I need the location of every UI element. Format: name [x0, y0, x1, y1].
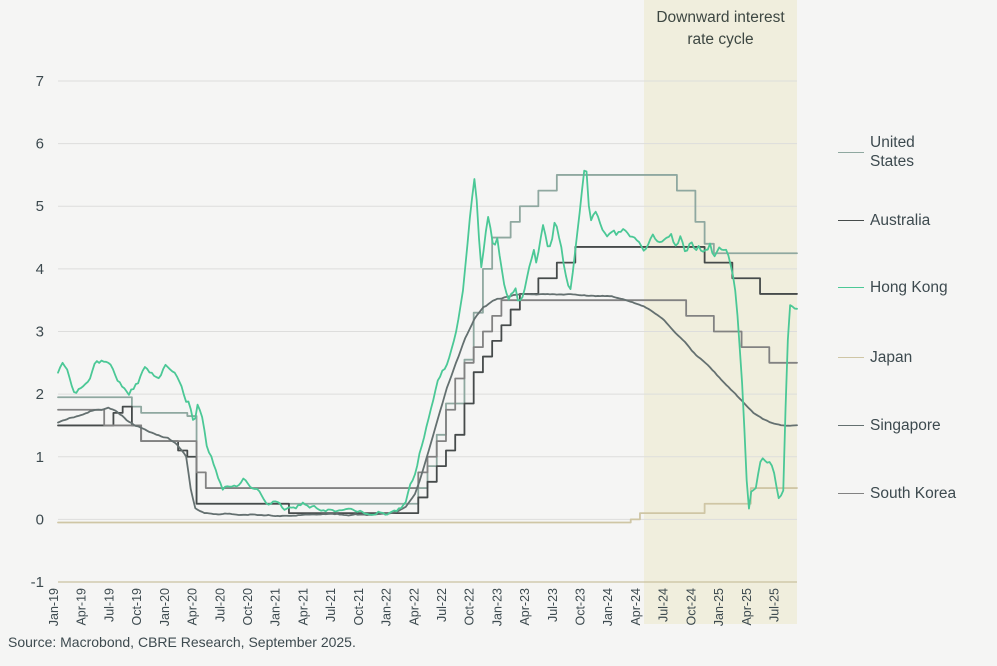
- svg-text:Apr-19: Apr-19: [75, 588, 89, 626]
- svg-text:Oct-19: Oct-19: [130, 588, 144, 626]
- svg-text:Jul-23: Jul-23: [546, 588, 560, 622]
- svg-text:6: 6: [36, 136, 44, 153]
- svg-text:0: 0: [36, 511, 44, 528]
- svg-text:rate cycle: rate cycle: [687, 31, 753, 48]
- svg-text:Jan-24: Jan-24: [601, 588, 615, 626]
- svg-text:Jan-20: Jan-20: [158, 588, 172, 626]
- svg-text:Apr-20: Apr-20: [186, 588, 200, 626]
- svg-text:Jan-23: Jan-23: [490, 588, 504, 626]
- svg-text:Apr-21: Apr-21: [296, 588, 310, 626]
- svg-text:Jul-25: Jul-25: [768, 588, 782, 622]
- svg-text:Jul-20: Jul-20: [213, 588, 227, 622]
- svg-text:Jul-21: Jul-21: [324, 588, 338, 622]
- svg-text:Oct-21: Oct-21: [352, 588, 366, 626]
- svg-text:Jan-21: Jan-21: [269, 588, 283, 626]
- svg-text:4: 4: [36, 261, 44, 278]
- svg-text:Jan-19: Jan-19: [47, 588, 61, 626]
- svg-text:3: 3: [36, 324, 44, 341]
- svg-text:Jan-22: Jan-22: [380, 588, 394, 626]
- svg-text:Apr-25: Apr-25: [740, 588, 754, 626]
- svg-text:Oct-22: Oct-22: [463, 588, 477, 626]
- svg-text:Oct-24: Oct-24: [684, 588, 698, 626]
- svg-text:Oct-20: Oct-20: [241, 588, 255, 626]
- svg-text:Apr-22: Apr-22: [407, 588, 421, 626]
- svg-text:Jul-19: Jul-19: [102, 588, 116, 622]
- svg-text:2: 2: [36, 386, 44, 403]
- svg-text:Downward interest: Downward interest: [656, 9, 785, 26]
- svg-text:1: 1: [36, 449, 44, 466]
- svg-text:Jan-25: Jan-25: [712, 588, 726, 626]
- svg-text:5: 5: [36, 198, 44, 215]
- svg-text:7: 7: [36, 73, 44, 90]
- svg-text:Apr-24: Apr-24: [629, 588, 643, 626]
- svg-text:-1: -1: [31, 574, 44, 591]
- svg-text:Apr-23: Apr-23: [518, 588, 532, 626]
- svg-text:Jul-24: Jul-24: [657, 588, 671, 622]
- svg-text:Jul-22: Jul-22: [435, 588, 449, 622]
- svg-text:Oct-23: Oct-23: [574, 588, 588, 626]
